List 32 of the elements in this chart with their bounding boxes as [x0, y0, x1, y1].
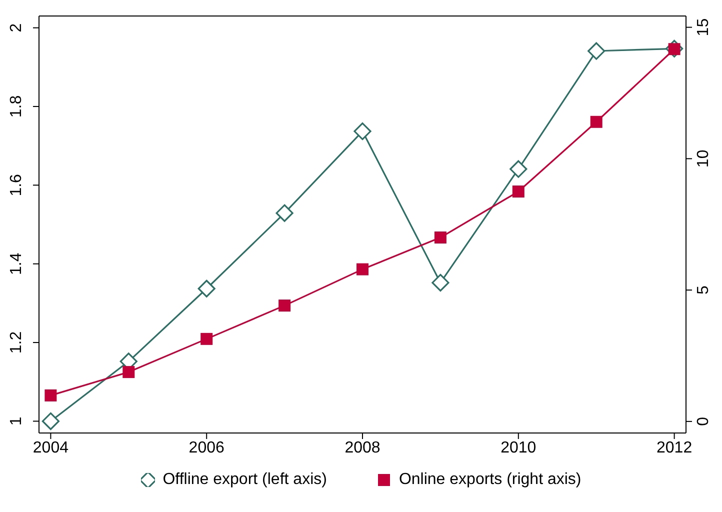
point	[590, 116, 602, 128]
point	[432, 274, 450, 292]
point	[588, 42, 606, 60]
y-tick-label: 1.6	[8, 174, 25, 196]
y2-tick-label: 15	[695, 18, 712, 36]
point	[42, 412, 60, 430]
point	[354, 122, 372, 140]
x-tick-label: 2004	[32, 439, 69, 456]
x-tick-label: 2006	[188, 439, 224, 456]
y-tick-label: 1.2	[8, 331, 25, 354]
point	[356, 263, 368, 276]
point	[434, 232, 446, 244]
legend-label: Online exports (right axis)	[398, 471, 582, 489]
x-tick-label: 2008	[344, 439, 380, 456]
y-tick-label: 1	[8, 416, 25, 426]
point	[510, 160, 528, 178]
point	[200, 332, 213, 345]
point	[44, 389, 57, 402]
point	[278, 300, 291, 312]
y-tick-label: 2	[8, 23, 25, 32]
point	[122, 366, 135, 378]
point	[276, 204, 294, 222]
legend-label: Offline export (left axis)	[162, 471, 327, 489]
y2-tick-label: 0	[695, 416, 712, 426]
y-tick-label: 1.8	[8, 95, 25, 118]
y2-tick-label: 10	[695, 150, 712, 168]
x-tick-label: 2012	[656, 439, 692, 456]
point	[198, 280, 216, 298]
point	[512, 186, 524, 198]
y2-tick-label: 5	[695, 286, 712, 295]
y-tick-label: 1.4	[8, 252, 25, 275]
x-tick-label: 2010	[500, 439, 536, 456]
